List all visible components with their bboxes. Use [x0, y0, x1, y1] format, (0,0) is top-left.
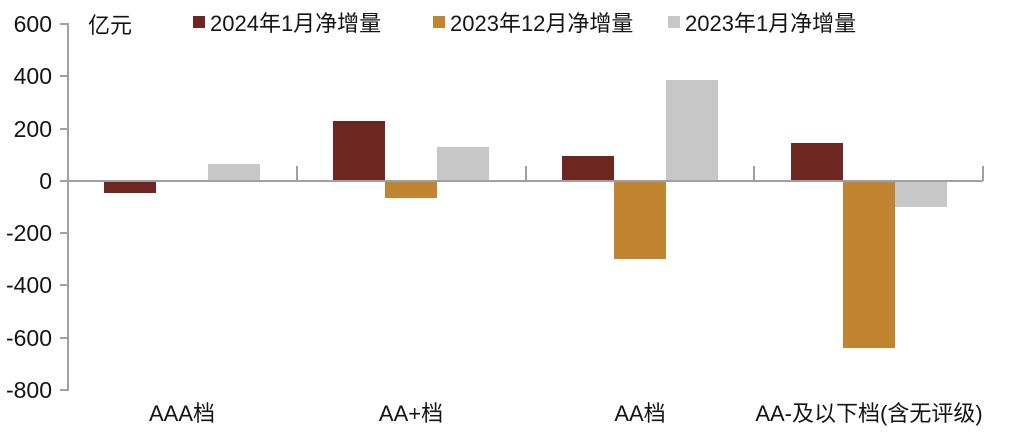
- legend-color-swatch: [433, 16, 445, 28]
- x-category-label: AA+档: [378, 401, 444, 426]
- x-category-label: AA-及以下档(含无评级): [755, 401, 983, 426]
- y-tick-label: 600: [13, 11, 52, 37]
- y-tick: [60, 389, 68, 391]
- legend-item: 2023年12月净增量: [433, 8, 633, 36]
- legend-label: 2023年12月净增量: [450, 11, 634, 36]
- y-tick: [60, 232, 68, 234]
- bar: [562, 156, 614, 181]
- legend-color-swatch: [193, 16, 205, 28]
- x-axis-tick: [982, 166, 984, 181]
- y-tick: [60, 128, 68, 130]
- y-tick: [60, 284, 68, 286]
- y-tick: [60, 180, 68, 182]
- y-tick-label: -600: [5, 325, 52, 351]
- legend-color-swatch: [668, 16, 680, 28]
- bar: [385, 181, 437, 198]
- bar: [843, 181, 895, 348]
- x-axis-tick: [753, 166, 755, 181]
- y-tick: [60, 337, 68, 339]
- bar: [614, 181, 666, 259]
- y-tick-label: -800: [5, 377, 52, 403]
- x-category-label: AA档: [614, 401, 666, 426]
- bar: [208, 164, 260, 181]
- x-axis-tick: [525, 166, 527, 181]
- bar: [104, 181, 156, 193]
- x-axis-tick: [296, 166, 298, 181]
- y-tick: [60, 23, 68, 25]
- y-tick-label: 400: [13, 63, 52, 89]
- bar: [895, 181, 947, 207]
- legend-item: 2023年1月净增量: [668, 8, 856, 36]
- legend-item: 2024年1月净增量: [193, 8, 381, 36]
- y-axis-unit-label: 亿元: [88, 13, 133, 38]
- y-tick-label: -200: [5, 220, 52, 246]
- bar: [437, 147, 489, 181]
- x-axis-line: [68, 180, 983, 182]
- y-tick-label: 200: [13, 116, 52, 142]
- bar: [791, 143, 843, 181]
- legend-label: 2024年1月净增量: [210, 11, 382, 36]
- legend-label: 2023年1月净增量: [685, 11, 857, 36]
- bar: [666, 80, 718, 181]
- y-tick: [60, 75, 68, 77]
- y-tick-label: -400: [5, 272, 52, 298]
- bar: [333, 121, 385, 181]
- y-axis-line: [67, 23, 69, 391]
- x-category-label: AAA档: [148, 401, 216, 426]
- y-tick-label: 0: [39, 168, 52, 194]
